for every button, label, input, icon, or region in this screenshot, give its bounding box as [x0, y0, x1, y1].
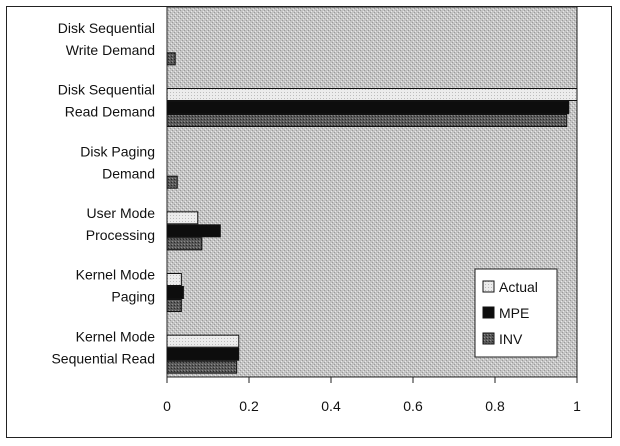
category-label-0-line-0: Disk Sequential	[58, 20, 155, 36]
category-label-0-line-1: Write Demand	[66, 42, 155, 58]
bar-mpe-1	[166, 101, 570, 114]
bar-inv-2	[166, 175, 178, 189]
bar-actual-3	[166, 211, 199, 225]
x-tick-label-1: 0.2	[239, 398, 259, 414]
category-label-5-line-1: Sequential Read	[51, 350, 155, 366]
bar-actual-4	[166, 273, 182, 286]
category-label-5-line-0: Kernel Mode	[76, 328, 156, 344]
bar-inv-0	[166, 52, 176, 66]
category-label-4-line-1: Paging	[111, 289, 155, 305]
bar-inv-5	[166, 360, 238, 374]
category-label-1-line-0: Disk Sequential	[58, 82, 155, 98]
bar-actual-5	[166, 334, 240, 348]
legend: Actual MPE INV	[474, 268, 558, 358]
category-label-2-line-1: Demand	[102, 165, 155, 181]
legend-label-mpe: MPE	[499, 305, 529, 321]
category-labels: Disk Sequential Write Demand Disk Sequenti…	[51, 20, 155, 366]
legend-swatch-actual	[482, 280, 495, 293]
bar-inv-3	[166, 237, 203, 251]
bars-group	[166, 52, 578, 374]
bar-mpe-4	[166, 286, 184, 299]
bar-mpe-5	[166, 347, 240, 361]
legend-label-actual: Actual	[499, 279, 538, 295]
bar-actual-1	[166, 88, 578, 101]
bar-chart: Disk Sequential Write Demand Disk Sequenti…	[51, 7, 581, 414]
category-label-2-line-0: Disk Paging	[80, 143, 155, 159]
legend-label-inv: INV	[499, 331, 523, 347]
category-label-1-line-1: Read Demand	[65, 104, 155, 120]
category-label-4-line-0: Kernel Mode	[76, 267, 156, 283]
bar-inv-1	[166, 114, 568, 127]
category-label-3-line-0: User Mode	[87, 205, 156, 221]
x-tick-label-3: 0.6	[403, 398, 423, 414]
x-tick-label-5: 1	[573, 398, 581, 414]
x-tick-label-2: 0.4	[321, 398, 341, 414]
legend-swatch-mpe	[482, 306, 495, 319]
x-tick-label-0: 0	[163, 398, 171, 414]
bar-mpe-3	[166, 224, 221, 238]
x-tick-label-4: 0.8	[485, 398, 505, 414]
chart-frame: Disk Sequential Write Demand Disk Sequenti…	[6, 6, 612, 438]
legend-swatch-inv	[482, 332, 495, 345]
x-axis-ticks: 0 0.2 0.4 0.6 0.8 1	[163, 377, 581, 414]
bar-inv-4	[166, 299, 182, 312]
category-label-3-line-1: Processing	[86, 227, 155, 243]
